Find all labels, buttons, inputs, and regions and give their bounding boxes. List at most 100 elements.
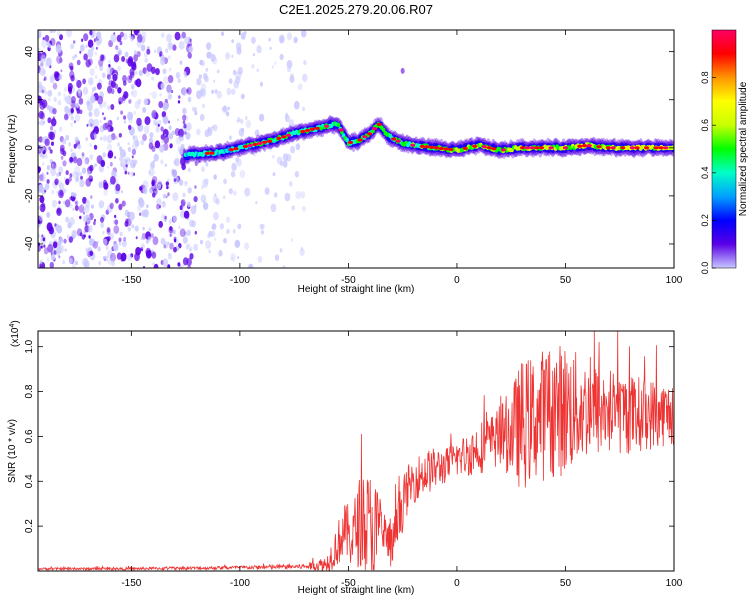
- ridge-peak: [629, 146, 635, 150]
- snr-x-tick-label: 50: [560, 578, 572, 589]
- noise-blob: [107, 249, 113, 259]
- noise-blob: [108, 59, 111, 64]
- noise-blob: [285, 114, 288, 119]
- noise-blob: [167, 75, 174, 84]
- noise-blob: [164, 215, 167, 220]
- noise-blob: [73, 120, 76, 124]
- noise-blob: [123, 80, 127, 86]
- noise-blob: [205, 162, 209, 167]
- noise-blob: [140, 139, 145, 146]
- noise-blob: [157, 179, 163, 187]
- noise-blob: [203, 72, 208, 80]
- noise-blob: [110, 126, 114, 132]
- noise-blob: [50, 253, 56, 261]
- ridge-peak: [462, 146, 468, 150]
- noise-blob: [202, 202, 209, 211]
- noise-blob: [78, 91, 82, 97]
- noise-blob: [182, 257, 189, 266]
- noise-blob: [300, 30, 307, 38]
- noise-blob: [88, 58, 93, 66]
- noise-blob: [68, 257, 73, 265]
- noise-blob: [115, 45, 119, 50]
- noise-blob: [134, 140, 140, 147]
- noise-blob: [268, 37, 272, 42]
- noise-blob: [151, 251, 157, 259]
- ridge-peak: [577, 144, 583, 148]
- noise-blob: [91, 204, 94, 209]
- noise-blob: [38, 110, 44, 119]
- ridge-peak: [524, 146, 530, 150]
- noise-blob: [297, 83, 303, 91]
- noise-blob: [167, 41, 174, 51]
- noise-blob: [121, 56, 126, 62]
- chart-title: C2E1.2025.279.20.06.R07: [279, 2, 433, 17]
- noise-blob: [98, 181, 104, 189]
- snr-multiplier-exp: 4: [9, 324, 16, 328]
- snr-y-tick-label: 1.0: [24, 339, 35, 353]
- noise-blob: [119, 231, 123, 237]
- noise-blob: [67, 221, 72, 229]
- noise-blob: [162, 101, 169, 111]
- noise-blob: [88, 235, 91, 239]
- ridge-peak: [338, 128, 344, 132]
- noise-blob: [57, 99, 62, 106]
- noise-blob: [76, 59, 81, 66]
- noise-blob: [284, 192, 291, 202]
- noise-blob: [159, 93, 162, 97]
- noise-blob: [74, 53, 77, 58]
- noise-blob: [59, 57, 63, 63]
- noise-blob: [88, 118, 95, 127]
- noise-blob: [119, 31, 124, 38]
- noise-blob: [102, 112, 104, 116]
- noise-blob: [135, 71, 138, 75]
- noise-blob: [134, 101, 140, 109]
- ridge-peak: [257, 141, 263, 145]
- ridge-peak: [314, 126, 320, 130]
- noise-blob: [189, 38, 192, 43]
- noise-blob: [97, 95, 104, 105]
- noise-blob: [145, 239, 149, 244]
- noise-blob: [114, 156, 117, 159]
- noise-blob: [120, 110, 123, 115]
- noise-blob: [159, 144, 165, 153]
- noise-blob: [146, 63, 153, 72]
- noise-blob: [272, 155, 275, 159]
- noise-blob: [178, 95, 181, 99]
- noise-blob: [39, 174, 44, 182]
- noise-blob: [109, 232, 115, 240]
- noise-blob: [98, 200, 105, 209]
- noise-blob: [107, 86, 112, 94]
- noise-blob: [79, 232, 83, 237]
- noise-blob: [238, 128, 245, 137]
- noise-blob: [86, 123, 89, 127]
- noise-blob: [65, 199, 71, 208]
- noise-blob: [64, 105, 69, 114]
- snr-y-tick-label: 0.8: [24, 384, 35, 398]
- noise-blob: [186, 88, 189, 93]
- noise-blob: [100, 222, 105, 229]
- noise-blob: [109, 202, 114, 209]
- noise-blob: [76, 157, 83, 167]
- noise-blob: [88, 77, 94, 86]
- noise-blob: [62, 188, 67, 194]
- noise-blob: [124, 159, 128, 165]
- snr-y-tick-label: 0.2: [24, 519, 35, 533]
- noise-blob: [141, 31, 147, 39]
- noise-blob: [93, 144, 98, 150]
- snr-multiplier-close: ): [10, 320, 21, 323]
- noise-blob: [46, 257, 50, 262]
- noise-blob: [39, 259, 43, 265]
- noise-blob: [256, 68, 259, 73]
- ridge-peak: [266, 139, 272, 143]
- noise-blob: [226, 87, 232, 96]
- noise-blob: [251, 64, 255, 69]
- noise-blob: [211, 89, 215, 94]
- noise-blob: [127, 141, 130, 146]
- noise-blob: [160, 159, 164, 165]
- noise-blob: [158, 220, 163, 228]
- noise-blob: [141, 232, 147, 240]
- noise-blob: [208, 249, 211, 254]
- noise-blob: [282, 153, 289, 162]
- noise-blob: [114, 214, 117, 219]
- noise-blob: [118, 203, 123, 211]
